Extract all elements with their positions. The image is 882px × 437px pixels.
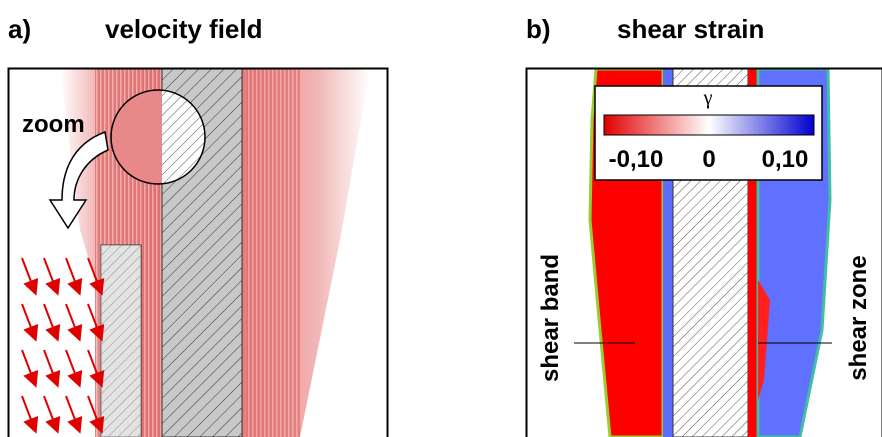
zoom-arrow: [48, 130, 109, 230]
colorbar-symbol: γ: [703, 87, 713, 109]
panel-label: a): [8, 14, 31, 44]
velocity-map: [21, 69, 370, 437]
arrow: [87, 257, 105, 296]
panel-label: b): [526, 14, 551, 44]
arrow: [65, 395, 83, 434]
arrow: [43, 257, 61, 296]
panel-title: shear strain: [617, 14, 764, 44]
frame: [525, 67, 882, 437]
arrow: [65, 349, 83, 388]
colorbar-tick: 0: [702, 146, 715, 173]
arrow: [65, 303, 83, 342]
arrow: [43, 349, 61, 388]
zoom-label: zoom: [22, 111, 85, 138]
arrow: [21, 395, 39, 434]
velocity-arrows: [21, 257, 105, 434]
arrow: [21, 257, 39, 296]
region-label: shear band: [537, 254, 564, 382]
arrow: [43, 395, 61, 434]
colorbar-tick: -0,10: [609, 146, 664, 173]
colorbar-tick: 0,10: [762, 146, 809, 173]
frame: [7, 67, 389, 437]
arrow: [87, 349, 105, 388]
region-label: shear zone: [845, 255, 872, 380]
arrow: [65, 257, 83, 296]
arrow: [87, 303, 105, 342]
arrow: [87, 395, 105, 434]
arrow: [43, 303, 61, 342]
arrow: [21, 303, 39, 342]
colorbar: γ -0,10 0 0,10: [594, 85, 823, 181]
arrow: [21, 349, 39, 388]
panel-title: velocity field: [105, 14, 263, 44]
